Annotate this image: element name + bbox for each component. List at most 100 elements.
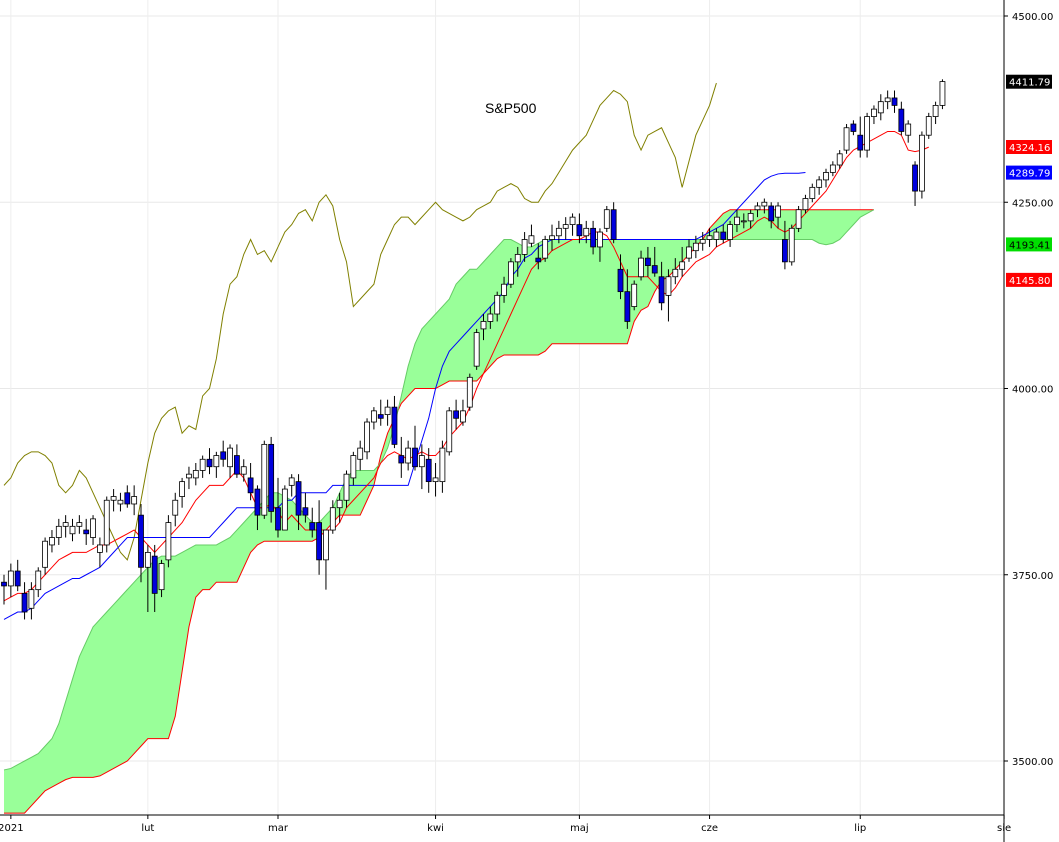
candle-body	[370, 410, 377, 423]
candle-body	[809, 186, 816, 199]
candle	[775, 202, 781, 229]
candle	[740, 213, 747, 229]
candle	[528, 224, 535, 247]
candle	[802, 194, 809, 214]
y-axis: 3500.00 3750.00 4000.00 4250.00 4500.00	[1004, 12, 1053, 768]
candle-body	[316, 522, 323, 561]
candle	[823, 168, 829, 188]
cloud-fill	[4, 209, 874, 814]
candle-body	[829, 164, 836, 173]
candle-body	[672, 268, 679, 278]
candle	[69, 518, 76, 542]
candle	[850, 120, 857, 136]
candle-body	[603, 209, 610, 229]
candle	[62, 515, 69, 538]
value-tag-text: 4145.80	[1009, 276, 1050, 287]
candle-body	[179, 481, 186, 497]
candle-body	[802, 198, 809, 211]
candle-body	[905, 123, 912, 136]
candle	[569, 213, 576, 236]
candle	[144, 544, 151, 612]
candle	[597, 228, 603, 262]
candle	[939, 79, 946, 110]
candle	[329, 500, 336, 534]
candle-body	[35, 570, 42, 591]
candle-body	[932, 105, 939, 117]
candle	[384, 399, 391, 426]
candle	[268, 436, 275, 523]
candle	[624, 269, 631, 329]
value-tags: 4411.79 4324.16 4289.79 4193.41 4145.80	[1006, 74, 1052, 287]
candle-body	[569, 216, 576, 225]
candle-body	[507, 261, 514, 285]
candle	[610, 202, 617, 244]
candle	[76, 515, 83, 534]
candle-body	[391, 406, 398, 445]
candle	[213, 451, 220, 478]
candle	[631, 280, 638, 311]
candle	[49, 530, 55, 553]
candle	[788, 224, 795, 266]
candle	[227, 444, 233, 478]
candle	[398, 436, 405, 478]
candle	[439, 440, 446, 493]
candle-body	[275, 507, 281, 531]
x-tick-label: kwi	[427, 823, 444, 834]
candle	[603, 205, 610, 233]
candle-body	[432, 477, 439, 483]
candle-body	[350, 455, 357, 479]
value-tag-box	[1006, 140, 1052, 155]
candle	[124, 485, 131, 508]
candle-body	[795, 209, 802, 229]
candle	[672, 258, 679, 285]
candle-body	[117, 499, 124, 505]
candle-body	[857, 134, 864, 151]
candle-body	[158, 563, 165, 591]
candle-body	[295, 481, 302, 516]
candle	[55, 518, 62, 545]
candle-body	[590, 227, 596, 248]
candle-body	[329, 507, 336, 531]
candle-body	[7, 570, 14, 587]
candle	[836, 150, 843, 169]
value-tag-text: 4411.79	[1009, 78, 1050, 89]
candle-body	[775, 205, 781, 218]
candle-body	[343, 473, 350, 501]
candle-body	[836, 153, 843, 166]
candle-body	[83, 529, 90, 535]
candle	[692, 235, 699, 259]
candle-body	[925, 116, 932, 136]
y-tick-label: 3500.00	[1012, 757, 1053, 768]
value-tag-box	[1006, 74, 1052, 89]
candle-body	[713, 231, 720, 240]
candle-body	[823, 172, 829, 181]
candle-body	[624, 291, 631, 322]
candle-body	[487, 313, 494, 322]
candle	[747, 209, 754, 229]
candle	[281, 485, 288, 531]
value-tag-box	[1006, 272, 1052, 287]
grid	[0, 0, 1005, 815]
candle-body	[891, 97, 898, 106]
candle	[28, 582, 35, 620]
candle-body	[919, 134, 925, 192]
candle-body	[90, 518, 96, 538]
candle-body	[261, 443, 268, 516]
candle-body	[281, 488, 288, 531]
candle-body	[610, 209, 617, 240]
candle	[302, 492, 309, 523]
value-tag-text: 4193.41	[1009, 240, 1050, 251]
candle	[206, 448, 213, 475]
candle-body	[638, 257, 644, 278]
candle	[617, 254, 624, 300]
candle	[460, 399, 466, 426]
candle	[336, 492, 343, 523]
candle-body	[843, 127, 850, 151]
candle	[562, 217, 569, 240]
candle-body	[138, 514, 144, 568]
value-tag-senkou-a: 4193.41	[1006, 237, 1052, 252]
candle	[891, 90, 898, 113]
candle-body	[364, 421, 370, 453]
value-tag-last-price: 4411.79	[1006, 74, 1052, 89]
candle	[795, 205, 802, 233]
